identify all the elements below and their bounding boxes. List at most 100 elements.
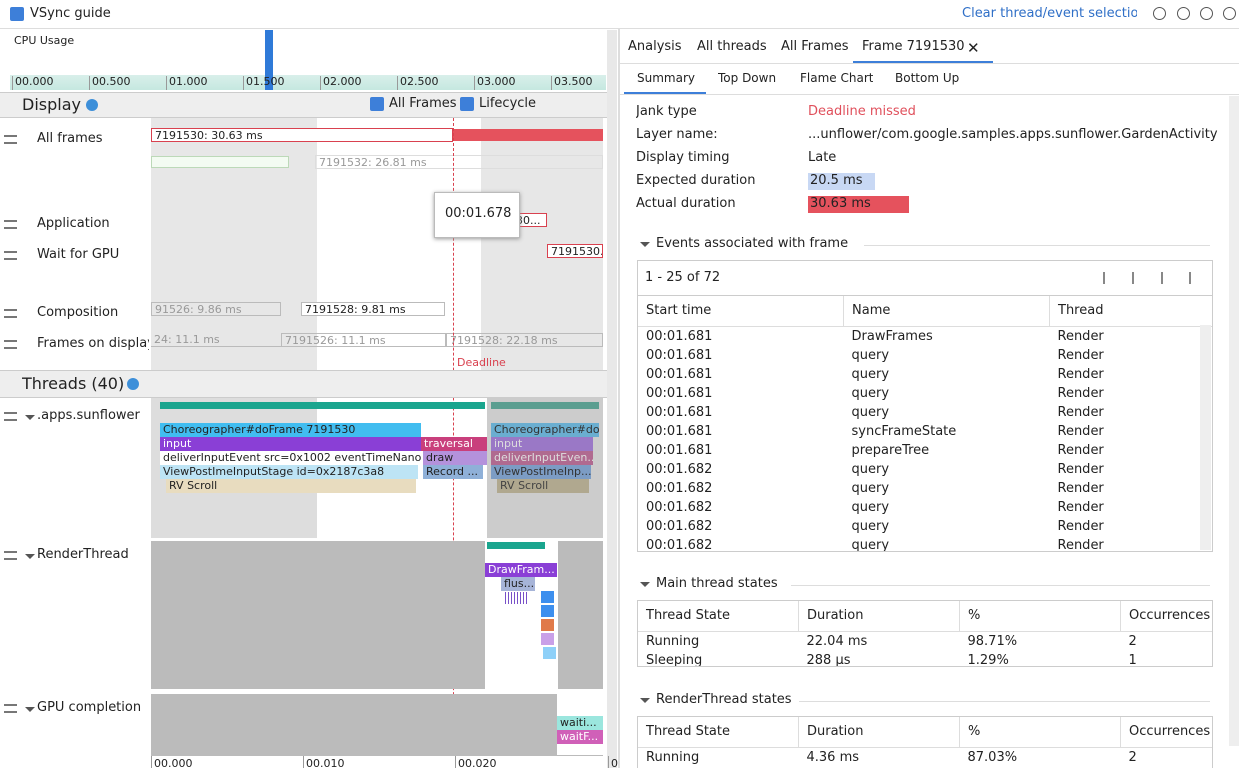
frame-fill xyxy=(453,129,603,141)
clear-link[interactable]: Clear thread/event selection xyxy=(962,6,1137,21)
slice: Record ... xyxy=(423,465,483,479)
tab[interactable]: Frame 7191530 xyxy=(862,39,965,54)
summary-label: Display timing xyxy=(636,150,730,165)
slice: RV Scroll xyxy=(497,479,589,493)
expand-arrow[interactable] xyxy=(25,707,35,717)
column-header[interactable]: % xyxy=(959,717,1121,748)
checkbox[interactable] xyxy=(370,97,384,111)
cpu-tick: 02.000 xyxy=(323,75,362,88)
tick-mark xyxy=(474,76,475,90)
track-label: Composition xyxy=(37,305,119,320)
icon-button[interactable] xyxy=(1200,7,1213,20)
track-label: .apps.sunflower xyxy=(37,408,140,423)
subtab[interactable]: Summary xyxy=(637,71,695,85)
column-header[interactable]: Name xyxy=(843,296,1050,327)
collapse-arrow[interactable] xyxy=(640,242,650,252)
pager-button[interactable] xyxy=(1189,272,1201,284)
track-label: Application xyxy=(37,216,110,231)
frame-box: 7191530... xyxy=(547,244,603,258)
slice: RV Scroll xyxy=(166,479,416,493)
slice: deliverInputEvent src=0x1002 eventTimeNa… xyxy=(160,451,421,465)
expand-arrow[interactable] xyxy=(25,554,35,564)
table-box: Thread State Duration% Occurrences Running 2… xyxy=(637,600,1213,667)
checkbox[interactable] xyxy=(10,7,24,21)
tick-marks xyxy=(505,592,527,604)
table-cell: Render xyxy=(1057,423,1104,439)
column-header[interactable]: Thread xyxy=(1049,296,1212,327)
tick-mark xyxy=(551,76,552,90)
drag-handle xyxy=(4,135,17,144)
help-icon xyxy=(86,99,98,111)
column-header[interactable]: Thread State xyxy=(638,717,799,748)
slice: flus... xyxy=(501,577,535,591)
pager-button[interactable] xyxy=(1132,272,1144,284)
icon-button[interactable] xyxy=(1153,7,1166,20)
summary-value: Late xyxy=(808,150,837,165)
tick-mark xyxy=(243,76,244,90)
table-cell: 00:01.682 xyxy=(646,537,713,552)
collapse-arrow[interactable] xyxy=(640,582,650,592)
subtab[interactable]: Flame Chart xyxy=(800,71,874,85)
pager-button[interactable] xyxy=(1161,272,1173,284)
table-cell: Render xyxy=(1057,385,1104,401)
column-header[interactable]: % xyxy=(959,601,1121,632)
checkbox[interactable] xyxy=(460,97,474,111)
summary-value: 20.5 ms xyxy=(808,173,875,190)
subtab[interactable]: Bottom Up xyxy=(895,71,960,85)
teal-bar xyxy=(491,402,599,409)
collapse-arrow[interactable] xyxy=(640,698,650,708)
table-cell: query xyxy=(851,385,890,401)
table-box: Thread State Duration% Occurrences Running 4… xyxy=(637,716,1213,768)
summary-value: ...unflower/com.google.samples.apps.sunf… xyxy=(808,127,1218,142)
column-header[interactable]: Start time xyxy=(638,296,844,327)
frame-box: 24: 11.1 ms xyxy=(151,333,281,347)
slice: DrawFram... xyxy=(485,563,557,577)
table-cell: query xyxy=(851,518,890,534)
section-header xyxy=(0,370,607,398)
tick-mark xyxy=(455,756,456,768)
lifecycle-toggle[interactable]: Lifecycle xyxy=(479,96,537,111)
track-bg xyxy=(558,541,603,689)
tab[interactable]: All Frames xyxy=(781,39,849,54)
tab[interactable]: Analysis xyxy=(628,39,682,54)
table-cell: 00:01.681 xyxy=(646,328,713,344)
track-bg xyxy=(151,694,557,755)
section-title: RenderThread states xyxy=(656,692,792,707)
track-label: All frames xyxy=(37,131,103,146)
column-header[interactable]: Duration xyxy=(798,601,960,632)
tab[interactable]: All threads xyxy=(697,39,767,54)
table-cell: 2 xyxy=(1128,749,1137,765)
cpu-tick: 00.000 xyxy=(15,75,54,88)
summary-label: Expected duration xyxy=(636,173,756,188)
column-header[interactable]: Duration xyxy=(798,717,960,748)
table-cell: Render xyxy=(1057,328,1104,344)
deadline-line xyxy=(453,118,454,755)
icon-button[interactable] xyxy=(1177,7,1190,20)
slice: ViewPostImeInp... xyxy=(491,465,591,479)
table-cell: 2 xyxy=(1128,633,1137,649)
drag-handle xyxy=(4,220,17,229)
slice-block xyxy=(541,591,554,603)
cpu-tick: 01.500 xyxy=(246,75,285,88)
all-frames-toggle[interactable]: All Frames xyxy=(389,96,457,111)
table-cell: 00:01.681 xyxy=(646,385,713,401)
icon-button[interactable] xyxy=(1223,7,1236,20)
tab-close[interactable]: ✕ xyxy=(967,39,979,57)
column-header[interactable]: Occurrences xyxy=(1120,717,1212,748)
slice: traversal xyxy=(421,437,487,451)
subtab[interactable]: Top Down xyxy=(718,71,777,85)
pager-button[interactable] xyxy=(1103,272,1115,284)
section-rule xyxy=(791,585,1210,586)
table-cell: Render xyxy=(1057,499,1104,515)
expand-arrow[interactable] xyxy=(25,415,35,425)
column-header[interactable]: Occurrences xyxy=(1120,601,1212,632)
tick-mark xyxy=(89,76,90,90)
help-icon xyxy=(127,378,139,390)
table-cell: query xyxy=(851,347,890,363)
column-header[interactable]: Thread State xyxy=(638,601,799,632)
table-cell: 4.36 ms xyxy=(806,749,860,765)
slice: Choreographer#doFrame 7191530 xyxy=(160,423,421,437)
scrollbar xyxy=(1229,96,1239,746)
slice-block xyxy=(541,605,554,617)
